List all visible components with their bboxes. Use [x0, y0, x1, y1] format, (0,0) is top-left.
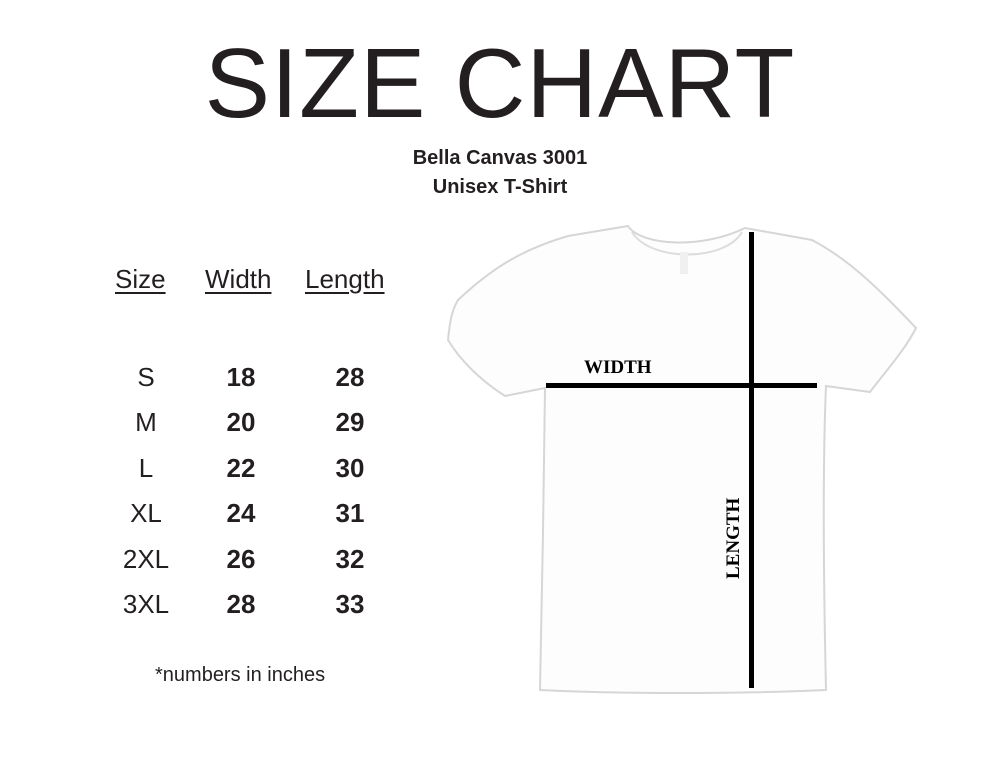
- header-width: Width: [205, 264, 272, 294]
- width-line: [546, 383, 817, 388]
- cell-size: XL: [130, 498, 162, 529]
- cell-size: 3XL: [122, 589, 170, 619]
- units-note: *numbers in inches: [155, 664, 326, 686]
- cell-length: 31: [335, 498, 365, 529]
- tshirt-tag: [680, 252, 688, 274]
- cell-width: 18: [226, 362, 256, 392]
- cell-width: 20: [226, 407, 256, 438]
- product-type: Unisex T-Shirt: [432, 176, 568, 198]
- cell-width: 22: [226, 452, 256, 483]
- header-size: Size: [115, 264, 166, 294]
- product-name: Bella Canvas 3001: [412, 147, 588, 169]
- cell-width: 24: [226, 498, 256, 529]
- width-label: WIDTH: [584, 357, 652, 378]
- cell-length: 28: [335, 362, 365, 392]
- cell-length: 32: [335, 543, 365, 574]
- cell-length: 30: [335, 452, 365, 483]
- cell-length: 29: [335, 407, 365, 438]
- header-length: Length: [305, 264, 385, 294]
- tshirt-shape: [446, 224, 918, 694]
- cell-size: S: [137, 362, 155, 392]
- cell-width: 26: [226, 543, 256, 574]
- cell-length: 33: [335, 589, 365, 619]
- cell-width: 28: [226, 589, 256, 619]
- length-label: LENGTH: [723, 497, 744, 579]
- cell-size: L: [138, 452, 154, 483]
- page-title: SIZE CHART: [204, 28, 796, 138]
- cell-size: 2XL: [122, 543, 170, 574]
- length-line: [749, 232, 754, 688]
- cell-size: M: [135, 407, 157, 438]
